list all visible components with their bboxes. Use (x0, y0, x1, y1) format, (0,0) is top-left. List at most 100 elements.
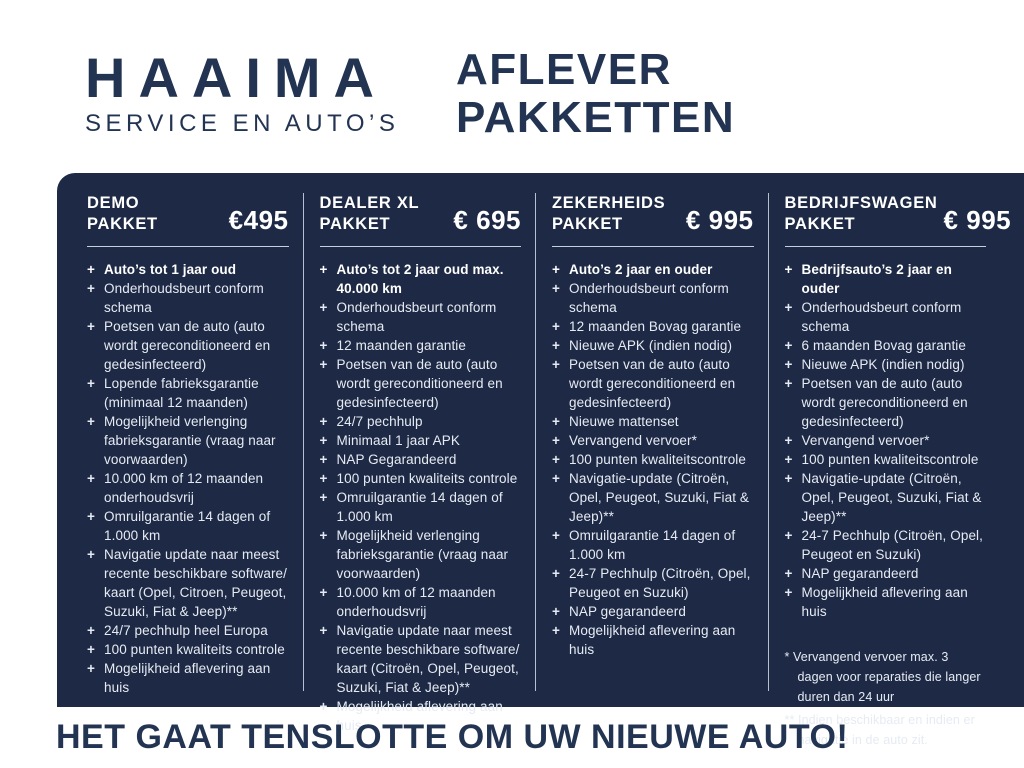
package-benefit: + Onderhoudsbeurt conform schema (87, 279, 289, 317)
package-name: ZEKERHEIDS PAKKET (552, 194, 666, 234)
package-price: € 995 (943, 204, 1012, 235)
footnote-vervangend-vervoer: * Vervangend vervoer max. 3 dagen voor r… (784, 649, 981, 704)
column-divider (302, 193, 304, 691)
brand-name: HAAIMA (85, 46, 387, 109)
package-benefit: +24/7 pechhulp (320, 412, 522, 431)
benefit-text: Auto’s tot 2 jaar oud max. 40.000 km (336, 261, 504, 296)
benefit-text: 10.000 km of 12 maanden onderhoudsvrij (336, 584, 496, 619)
package-benefits-list: + Auto’s tot 1 jaar oud + Onderhoudsbeurt c… (87, 260, 289, 697)
plus-bullet-icon: + (784, 299, 793, 315)
plus-bullet-icon: + (319, 432, 328, 448)
package-benefit: + Mogelijkheid aflevering aan huis (785, 583, 987, 621)
plus-bullet-icon: + (87, 622, 95, 638)
benefit-text: Omruilgarantie 14 dagen of 1.000 km (104, 508, 271, 543)
plus-bullet-icon: + (87, 546, 95, 562)
package-header: BEDRIJFSWAGEN PAKKET € 995 (785, 193, 1011, 236)
package-header: DEMO PAKKET €495 (87, 193, 289, 236)
benefit-text: Lopende fabrieksgarantie (minimaal 12 ma… (104, 375, 259, 410)
plus-bullet-icon: + (552, 337, 560, 353)
benefit-text: 24-7 Pechhulp (Citroën, Opel, Peugeot en… (569, 565, 751, 600)
plus-bullet-icon: + (552, 356, 560, 372)
plus-bullet-icon: + (319, 299, 328, 315)
plus-bullet-icon: + (552, 470, 560, 486)
benefit-text: 100 punten kwaliteitscontrole (801, 451, 979, 467)
plus-bullet-icon: + (87, 508, 95, 524)
package-benefit: + Vervangend vervoer* (552, 431, 754, 450)
benefit-text: 12 maanden Bovag garantie (569, 318, 742, 334)
benefit-text: NAP gegarandeerd (801, 565, 919, 581)
footnote-navigatie: ** Indien beschikbaar en indien er navig… (784, 712, 975, 747)
plus-bullet-icon: + (552, 527, 560, 543)
package-benefit: + Bedrijfsauto’s 2 jaar en ouder (785, 260, 987, 298)
package-benefit: + Poetsen van de auto (auto wordt gerecon… (87, 317, 289, 374)
package-benefit: +100 punten kwaliteits controle (320, 469, 522, 488)
column-divider (535, 193, 536, 691)
package-benefit: + Navigatie update naar meest recente bes… (87, 545, 289, 621)
benefit-text: Nieuwe APK (indien nodig) (569, 337, 733, 353)
package-benefit: + Poetsen van de auto (auto wordt gerecon… (785, 374, 987, 431)
package-benefit: + NAP gegarandeerd (785, 564, 987, 583)
benefit-text: NAP gegarandeerd (569, 603, 686, 619)
plus-bullet-icon: + (319, 356, 328, 372)
plus-bullet-icon: + (552, 565, 560, 581)
plus-bullet-icon: + (784, 584, 793, 600)
page-title-line2: PAKKETTEN (456, 92, 736, 142)
plus-bullet-icon: + (87, 261, 95, 277)
package-benefit: + Nieuwe mattenset (552, 412, 754, 431)
benefit-text: Onderhoudsbeurt conform schema (104, 280, 264, 315)
plus-bullet-icon: + (87, 375, 95, 391)
plus-bullet-icon: + (87, 470, 95, 486)
plus-bullet-icon: + (552, 451, 560, 467)
benefit-text: 100 punten kwaliteits controle (336, 470, 518, 486)
package-benefit: + Navigatie-update (Citroën, Opel, Peugeo… (552, 469, 754, 526)
packages-panel: DEMO PAKKET €495 + Auto’s tot 1 jaar oud +… (57, 173, 1024, 747)
package-benefit: + Onderhoudsbeurt conform schema (552, 279, 754, 317)
package-benefit: + Navigatie-update (Citroën, Opel, Peugeo… (785, 469, 987, 526)
package-benefit: + Poetsen van de auto (auto wordt gerecon… (552, 355, 754, 412)
brand-logo: HAAIMA SERVICE EN AUTO’S (85, 50, 399, 138)
plus-bullet-icon: + (319, 527, 328, 543)
plus-bullet-icon: + (87, 280, 95, 296)
plus-bullet-icon: + (784, 261, 793, 277)
package-benefit: +100 punten kwaliteitscontrole (785, 450, 987, 469)
plus-bullet-icon: + (552, 280, 560, 296)
benefit-text: Vervangend vervoer* (801, 432, 930, 448)
package-benefit: + NAP Gegarandeerd (320, 450, 522, 469)
benefit-text: Poetsen van de auto (auto wordt gerecond… (336, 356, 503, 410)
benefit-text: Minimaal 1 jaar APK (336, 432, 460, 448)
benefit-text: Mogelijkheid aflevering aan huis (569, 622, 736, 657)
plus-bullet-icon: + (319, 413, 328, 429)
package-benefit: + Mogelijkheid verlenging fabrieksgaranti… (320, 526, 522, 583)
package-benefit: + Auto’s tot 2 jaar oud max. 40.000 km (320, 260, 522, 298)
benefit-text: Mogelijkheid verlenging fabrieksgarantie… (104, 413, 276, 467)
header-underline (319, 245, 521, 247)
package-zekerheids: ZEKERHEIDS PAKKET € 995 + Auto’s 2 jaar e… (552, 193, 768, 707)
plus-bullet-icon: + (784, 337, 793, 353)
package-benefit: +100 punten kwaliteitscontrole (552, 450, 754, 469)
plus-bullet-icon: + (319, 337, 328, 353)
package-benefit: + Mogelijkheid verlenging fabrieksgaranti… (87, 412, 289, 469)
package-benefit: + NAP gegarandeerd (552, 602, 754, 621)
plus-bullet-icon: + (319, 489, 328, 505)
package-benefit: +6 maanden Bovag garantie (785, 336, 987, 355)
package-benefits-list: + Bedrijfsauto’s 2 jaar en ouder + Onderhou… (785, 260, 987, 621)
package-benefits-list: + Auto’s 2 jaar en ouder + Onderhoudsbeurt … (552, 260, 754, 659)
package-dealer-xl: DEALER XL PAKKET € 695 + Auto’s tot 2 jaa… (319, 193, 536, 733)
benefit-text: 10.000 km of 12 maanden onderhoudsvrij (104, 470, 264, 505)
package-benefit: +24/7 pechhulp heel Europa (87, 621, 289, 640)
plus-bullet-icon: + (87, 660, 95, 676)
plus-bullet-icon: + (784, 470, 793, 486)
benefit-text: 24/7 pechhulp heel Europa (104, 622, 268, 638)
benefit-text: Poetsen van de auto (auto wordt gerecond… (104, 318, 271, 372)
benefit-text: Navigatie update naar meest recente besc… (104, 546, 287, 619)
package-benefit: +100 punten kwaliteits controle (87, 640, 289, 659)
package-benefit: +10.000 km of 12 maanden onderhoudsvrij (320, 583, 522, 621)
plus-bullet-icon: + (784, 565, 793, 581)
plus-bullet-icon: + (784, 356, 793, 372)
column-divider (767, 193, 769, 691)
package-benefit: + Poetsen van de auto (auto wordt gerecon… (320, 355, 522, 412)
package-demo: DEMO PAKKET €495 + Auto’s tot 1 jaar oud +… (87, 193, 303, 707)
package-benefit: +10.000 km of 12 maanden onderhoudsvrij (87, 469, 289, 507)
plus-bullet-icon: + (784, 527, 793, 543)
